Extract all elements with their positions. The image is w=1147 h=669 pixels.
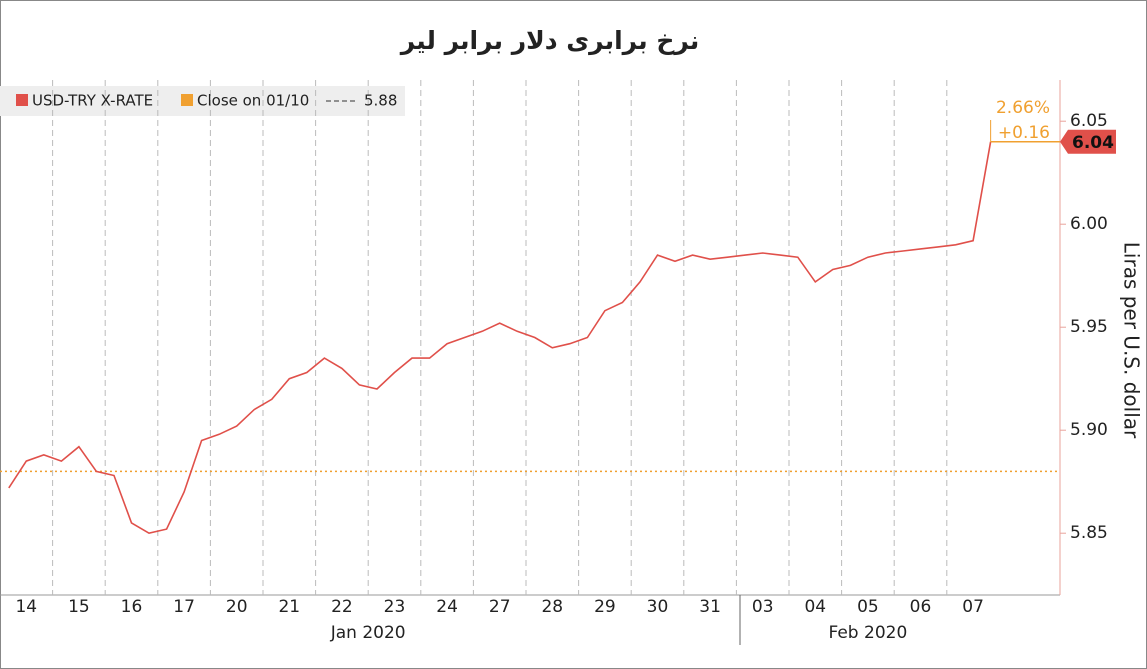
x-tick-label: 06: [910, 597, 932, 617]
x-tick-label: 14: [15, 597, 37, 617]
x-tick-label: 03: [752, 597, 774, 617]
change-pct: 2.66%: [996, 98, 1050, 118]
legend-swatch: [181, 94, 193, 106]
x-tick-label: 23: [384, 597, 406, 617]
x-tick-label: 24: [436, 597, 458, 617]
x-group-label: Jan 2020: [330, 623, 406, 643]
change-abs: +0.16: [998, 123, 1050, 143]
x-tick-label: 04: [804, 597, 826, 617]
y-tick-label: 5.90: [1070, 420, 1108, 440]
x-tick-label: 28: [541, 597, 563, 617]
x-tick-label: 27: [489, 597, 511, 617]
x-tick-label: 20: [226, 597, 248, 617]
legend-label: Close on 01/10: [197, 92, 309, 110]
x-tick-label: 07: [962, 597, 984, 617]
x-tick-label: 17: [173, 597, 195, 617]
x-tick-label: 15: [68, 597, 90, 617]
series-line: [8, 141, 992, 535]
x-tick-label: 05: [857, 597, 879, 617]
last-value-label: 6.04: [1072, 133, 1114, 153]
y-tick-label: 5.95: [1070, 317, 1108, 337]
y-tick-label: 5.85: [1070, 523, 1108, 543]
x-tick-label: 31: [699, 597, 721, 617]
x-tick-label: 29: [594, 597, 616, 617]
chart-title: نرخ برابری دلار برابر لیر: [399, 26, 700, 56]
y-axis-label: Liras per U.S. dollar: [1120, 242, 1144, 439]
x-tick-label: 21: [278, 597, 300, 617]
legend-value: 5.88: [364, 92, 397, 110]
legend-label: USD-TRY X-RATE: [32, 92, 153, 110]
y-tick-label: 6.05: [1070, 111, 1108, 131]
x-tick-label: 22: [331, 597, 353, 617]
x-group-label: Feb 2020: [829, 623, 908, 643]
last-value-tag: [1060, 129, 1116, 154]
legend-swatch: [16, 94, 28, 106]
x-tick-label: 16: [121, 597, 143, 617]
x-tick-label: 30: [647, 597, 669, 617]
y-tick-label: 6.00: [1070, 214, 1108, 234]
